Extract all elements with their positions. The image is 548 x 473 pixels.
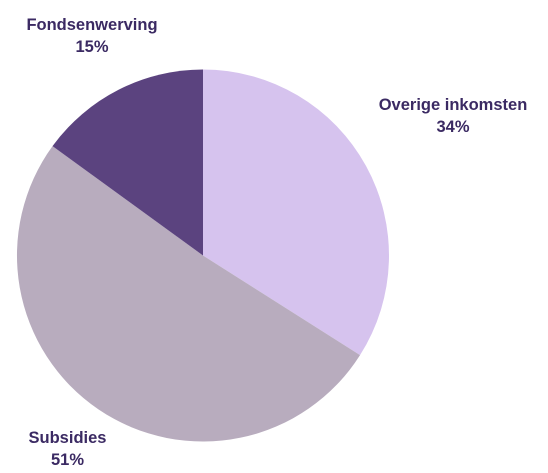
slice-label-name: Fondsenwerving [26,16,158,34]
slice-label-name: Subsidies [28,429,107,447]
slice-label-percent: 51% [50,451,85,469]
pie-slice-overige-inkomsten [203,69,389,356]
pie-slice-fondsenwerving [52,69,203,256]
slice-label-percent: 34% [436,118,470,136]
slice-label-percent: 15% [75,38,109,56]
pie-slice-subsidies [16,146,361,442]
slice-label-overige-inkomsten: Overige inkomsten 34% [358,94,548,138]
slice-label-name: Overige inkomsten [378,96,528,114]
slice-label-fondsenwerving: Fondsenwerving 15% [0,14,184,58]
slice-label-subsidies: Subsidies 51% [0,427,135,471]
